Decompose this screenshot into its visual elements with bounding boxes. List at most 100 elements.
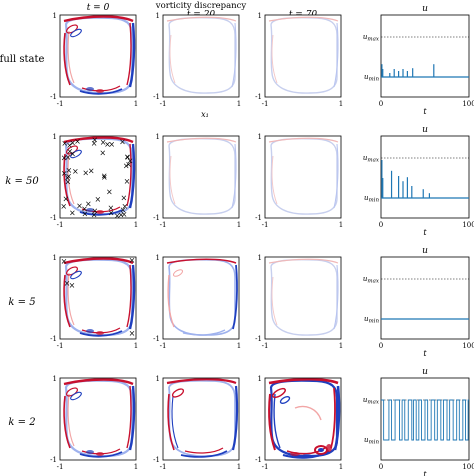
sensor-marker: × — [74, 137, 81, 146]
sensor-marker: × — [65, 178, 72, 187]
sensor-marker: × — [125, 160, 132, 169]
sensor-marker: × — [101, 171, 108, 180]
u-plot-frame — [380, 14, 470, 98]
u-x-tick-100: 100 — [462, 221, 474, 229]
x-tick-max: 1 — [237, 100, 241, 108]
x-tick-max: 1 — [237, 342, 241, 350]
sensor-marker: × — [65, 172, 72, 181]
sensor-marker: × — [127, 156, 134, 165]
x-tick-max: 1 — [134, 463, 138, 471]
u-plot-1: u umax umin 0 100 t — [363, 125, 474, 237]
sensor-marker: × — [106, 188, 113, 197]
sensor-marker: × — [76, 201, 83, 210]
panel-frame — [264, 14, 342, 98]
sensor-marker: × — [61, 169, 68, 178]
y-tick-max: 1 — [156, 12, 160, 20]
sensor-marker: × — [66, 166, 73, 175]
panel-frame — [264, 377, 342, 461]
u-plot-0: u umax umin 0 100 t — [363, 4, 474, 116]
panel-frame — [162, 377, 240, 461]
sensor-marker: × — [64, 279, 71, 288]
u-plot-2: u umax umin 0 100 t — [363, 246, 474, 358]
field-panel-r1-c0: ××××××××××××××××××××××××× ×× ×× × ××××× ×× ×××… — [50, 133, 138, 229]
y-tick-min: -1 — [255, 93, 262, 101]
sensor-marker: × — [122, 202, 129, 211]
u-xlabel: t — [423, 107, 427, 116]
col-title-discrepancy: vorticity discrepancy — [155, 1, 247, 11]
row-label-k2: k = 2 — [8, 417, 35, 428]
y-tick-min: -1 — [255, 335, 262, 343]
y-tick-max: 1 — [258, 254, 262, 262]
umax-label: umax — [363, 154, 380, 164]
sensor-marker: × — [124, 177, 131, 186]
umax-label: umax — [363, 275, 380, 285]
sensor-marker: × — [91, 210, 98, 219]
sensor-marker: × — [72, 167, 79, 176]
y-tick-min: -1 — [153, 335, 160, 343]
y-tick-max: 1 — [156, 254, 160, 262]
x-tick-min: -1 — [57, 221, 64, 229]
u-x-tick-0: 0 — [379, 342, 383, 350]
y-tick-max: 1 — [53, 133, 57, 141]
y-tick-min: -1 — [153, 456, 160, 464]
y-tick-max: 1 — [156, 375, 160, 383]
x-tick-min: -1 — [160, 463, 167, 471]
sensor-marker: × — [82, 210, 89, 219]
x-tick-min: -1 — [262, 342, 269, 350]
umin-label: umin — [364, 436, 379, 446]
sensor-marker: × — [120, 205, 127, 214]
x-tick-max: 1 — [339, 342, 343, 350]
x-tick-max: 1 — [134, 342, 138, 350]
sensor-marker: × — [124, 153, 131, 162]
u-series-line — [381, 399, 469, 441]
y-tick-min: -1 — [153, 93, 160, 101]
y-tick-min: -1 — [50, 214, 57, 222]
u-plot-3: u umax umin 0 100 t — [363, 367, 474, 476]
sensor-marker: × — [119, 138, 126, 147]
field-panel-r1-c1: -1 1 1 -1 — [153, 133, 241, 229]
x-tick-min: -1 — [262, 463, 269, 471]
x-tick-max: 1 — [339, 221, 343, 229]
panel-frame — [264, 135, 342, 219]
sensor-marker: × — [69, 149, 76, 158]
sensor-marker: × — [62, 194, 69, 203]
x-tick-min: -1 — [160, 221, 167, 229]
u-plot-frame — [380, 135, 470, 219]
sensor-marker: × — [108, 208, 115, 217]
panel-frame — [59, 135, 137, 219]
panel-frame — [264, 256, 342, 340]
field-panel-r2-c0: × ××××-1 11-1 — [50, 254, 138, 350]
sensor-marker: × — [104, 140, 111, 149]
umax-label: umax — [363, 396, 380, 406]
field-panel-r1-c2: -1 1 1 -1 — [255, 133, 343, 229]
u-x-tick-0: 0 — [379, 463, 383, 471]
u-x-tick-100: 100 — [462, 342, 474, 350]
sensor-marker: × — [65, 153, 72, 162]
sensor-marker: × — [66, 141, 73, 150]
sensor-marker: × — [91, 206, 98, 215]
sensor-marker: × — [108, 203, 115, 212]
y-tick-min: -1 — [50, 335, 57, 343]
u-x-tick-100: 100 — [462, 463, 474, 471]
field-panel-r3-c1: -1 1 1 -1 — [153, 375, 241, 471]
y-tick-max: 1 — [53, 254, 57, 262]
sensor-marker: × — [114, 212, 121, 221]
y-tick-max: 1 — [258, 12, 262, 20]
x-tick-min: -1 — [57, 100, 64, 108]
sensor-marker: × — [61, 154, 68, 163]
sensor-marker: × — [121, 210, 128, 219]
field-panel-r0-c0: -1 1 1 -1 — [50, 12, 138, 108]
sensor-marker: × — [61, 139, 68, 148]
u-plot-title: u — [422, 246, 428, 256]
x1-axis-label: x₁ — [201, 110, 209, 119]
x-tick-min: -1 — [57, 463, 64, 471]
panel-frame — [162, 14, 240, 98]
field-panel-r0-c2: -1 1 1 -1 — [255, 12, 343, 108]
sensor-marker: × — [60, 202, 67, 211]
sensor-marker: × — [101, 173, 108, 182]
y-tick-min: -1 — [255, 214, 262, 222]
panel-frame — [59, 14, 137, 98]
sensor-marker: × — [85, 200, 92, 209]
u-plot-frame — [380, 256, 470, 340]
panel-frame — [59, 256, 137, 340]
